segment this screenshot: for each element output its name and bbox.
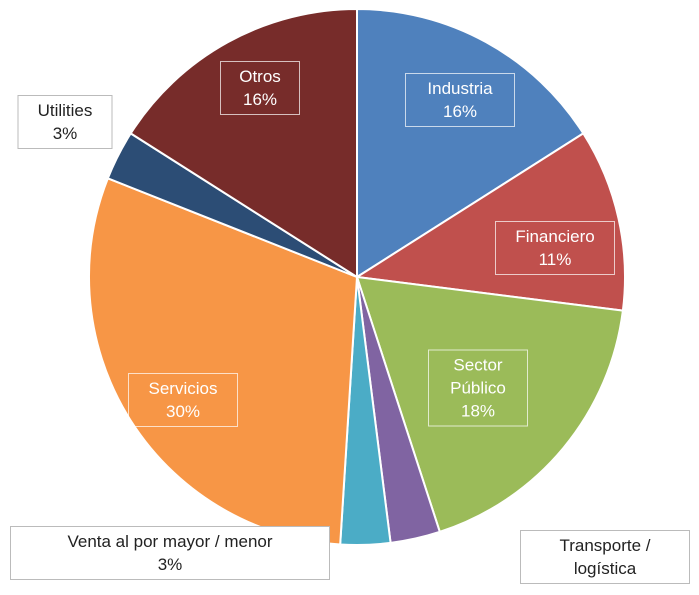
category-label: Sector Público (450, 355, 506, 398)
value-label: 11% (538, 250, 572, 269)
value-label: 3% (52, 124, 78, 143)
category-label: Otros (239, 67, 281, 86)
pie-slice (129, 7, 358, 279)
pie-slice (355, 275, 625, 534)
slice-label: Financiero 11% (495, 221, 615, 275)
value-label: 16% (442, 102, 478, 121)
category-label: Servicios (148, 379, 218, 398)
slice-label: Utilities 3% (17, 95, 113, 149)
value-label: 30% (165, 402, 201, 421)
slice-label: Otros 16% (220, 61, 300, 115)
slice-label: Industria 16% (405, 73, 515, 127)
value-label: 18% (460, 401, 496, 421)
value-label: 16% (242, 90, 278, 109)
slice-label: Servicios 30% (128, 373, 238, 427)
category-label: Industria (427, 79, 493, 98)
slice-label: Venta al por mayor / menor 3% (10, 526, 330, 580)
slice-label: Transporte / logística (520, 530, 690, 584)
category-label: Transporte / logística (559, 536, 651, 578)
category-label: Financiero (515, 227, 595, 246)
slice-label: Sector Público 18% (428, 349, 528, 427)
value-label: 3% (157, 555, 183, 574)
category-label: Venta al por mayor / menor (67, 532, 273, 551)
pie-slice (354, 132, 626, 312)
category-label: Utilities (37, 101, 93, 120)
pie-slice (356, 7, 585, 279)
